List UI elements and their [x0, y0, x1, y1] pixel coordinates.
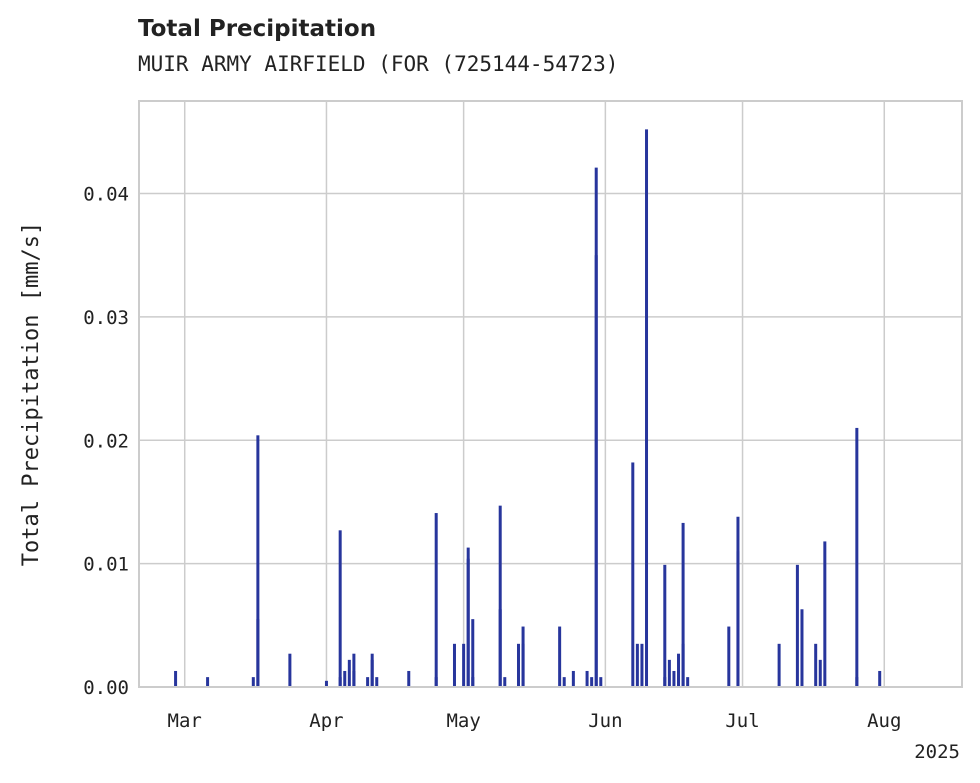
precip-bar: [777, 643, 781, 687]
precip-bar: [677, 653, 681, 687]
precip-bar: [347, 659, 351, 687]
y-tick-label: 0.04: [83, 184, 129, 206]
precip-bar: [795, 564, 799, 687]
precip-bar: [174, 670, 178, 687]
precip-bar: [256, 619, 260, 687]
precip-bar: [814, 643, 818, 687]
precip-bar: [516, 643, 520, 687]
precip-bar: [594, 255, 598, 688]
y-tick-label: 0.02: [83, 430, 129, 452]
precip-bar: [672, 670, 676, 687]
precip-bar: [471, 677, 475, 687]
precip-bar: [823, 541, 827, 687]
precip-bar: [407, 670, 411, 687]
precip-bar: [375, 677, 379, 687]
precip-bar: [818, 659, 822, 687]
precip-bar: [645, 129, 649, 687]
x-tick-label: May: [446, 710, 480, 732]
precip-bar: [370, 659, 374, 687]
precip-bar: [736, 516, 740, 687]
precip-bar: [571, 670, 575, 687]
plot-frame: [138, 100, 963, 688]
precip-bar: [667, 659, 671, 687]
chart-title: Total Precipitation: [138, 16, 377, 42]
x-tick-label: Aug: [867, 710, 901, 732]
precip-bar: [599, 677, 603, 687]
precip-bar: [343, 670, 347, 687]
y-tick-labels: 0.00 0.01 0.02 0.03 0.04: [83, 184, 129, 699]
precip-bar: [324, 680, 328, 687]
precip-bar: [640, 643, 644, 687]
precip-bar: [466, 547, 470, 687]
y-tick-label: 0.00: [83, 677, 129, 699]
precip-bar: [498, 609, 502, 687]
x-tick-label: Mar: [168, 710, 202, 732]
x-tick-labels: Mar Apr May Jun Jul Aug: [168, 710, 902, 732]
precip-bar: [855, 427, 859, 687]
precip-bar: [338, 530, 342, 687]
precip-bar: [585, 670, 589, 687]
precip-bar: [366, 677, 370, 687]
precip-bar: [452, 643, 456, 687]
bars-group: [174, 129, 882, 688]
precip-bar: [288, 653, 292, 687]
precip-bar: [503, 677, 507, 687]
precip-bar: [251, 677, 255, 687]
y-axis-label: Total Precipitation [mm/s]: [19, 222, 44, 566]
y-tick-label: 0.03: [83, 307, 129, 329]
precip-bar: [206, 677, 210, 687]
grid-lines: [139, 101, 962, 688]
y-tick-label: 0.01: [83, 554, 129, 576]
precip-bar: [471, 619, 475, 687]
precip-bar: [681, 522, 685, 687]
x-offset-label: 2025: [914, 741, 960, 763]
precip-bar: [558, 626, 562, 687]
precip-bar: [677, 670, 681, 687]
precip-bar: [462, 643, 466, 687]
precip-bar: [498, 505, 502, 687]
x-tick-label: Jul: [725, 710, 759, 732]
precip-bar: [434, 513, 438, 687]
x-tick-label: Jun: [588, 710, 622, 732]
precip-bar: [521, 643, 525, 687]
precip-bar: [878, 670, 882, 687]
x-tick-label: Apr: [309, 710, 343, 732]
precip-bar: [635, 643, 639, 687]
precip-bar: [590, 677, 594, 687]
precip-bar: [562, 677, 566, 687]
precip-bar: [631, 462, 635, 687]
precip-bar: [727, 626, 731, 687]
chart-subtitle: MUIR ARMY AIRFIELD (FOR (725144-54723): [138, 52, 619, 76]
precip-bar: [352, 653, 356, 687]
precip-bar: [663, 564, 667, 687]
precip-bar: [256, 435, 260, 687]
precip-bar: [686, 677, 690, 687]
precip-bar: [800, 609, 804, 687]
precip-bar: [681, 643, 685, 687]
